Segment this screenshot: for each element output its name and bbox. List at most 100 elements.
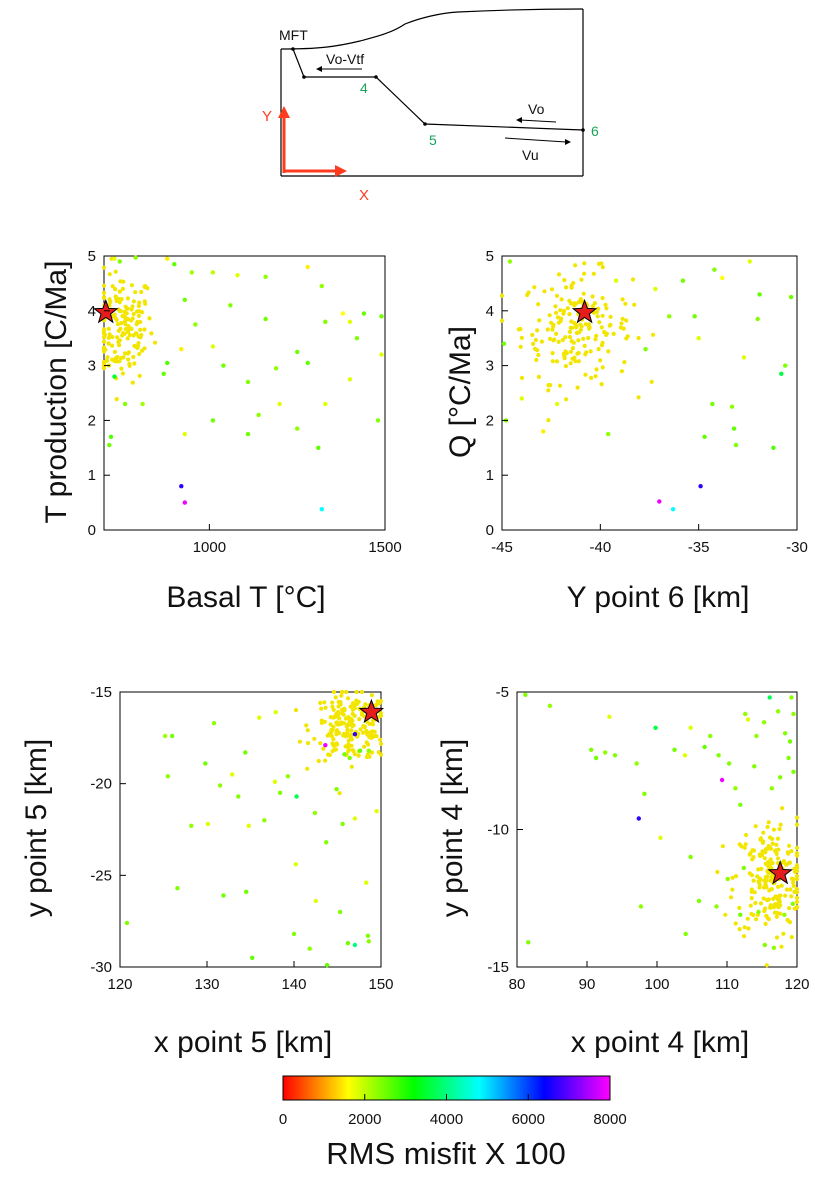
data-point xyxy=(692,314,697,319)
cloud-point xyxy=(349,764,354,769)
cloud-point xyxy=(138,327,143,332)
cloud-point xyxy=(539,339,545,344)
cloud-point xyxy=(594,367,599,372)
data-point xyxy=(170,733,175,739)
data-point xyxy=(179,347,184,352)
data-point xyxy=(743,711,748,717)
cloud-point xyxy=(763,921,768,927)
cloud-point xyxy=(581,291,586,296)
cloud-point xyxy=(122,319,127,324)
data-point xyxy=(210,418,216,423)
cloud-point xyxy=(117,300,122,305)
y-tick-label: 2 xyxy=(486,412,494,429)
data-point xyxy=(263,316,268,322)
data-point xyxy=(787,739,793,744)
x-tick-label: 130 xyxy=(194,976,219,993)
cloud-point xyxy=(114,397,119,402)
cloud-point xyxy=(548,383,553,388)
data-point xyxy=(554,401,560,407)
x-tick-label: 120 xyxy=(107,976,132,993)
cloud-point xyxy=(531,341,536,346)
data-point xyxy=(319,283,324,289)
data-point xyxy=(205,821,211,827)
cloud-point xyxy=(771,827,777,832)
cloud-point xyxy=(747,871,752,876)
cloud-point xyxy=(590,294,595,299)
cloud-point xyxy=(573,263,578,268)
cloud-point xyxy=(763,906,768,911)
cloud-point xyxy=(119,297,124,302)
cloud-point xyxy=(567,312,572,317)
x-axis-arrowhead xyxy=(335,165,347,177)
cloud-point xyxy=(590,304,596,309)
data-point xyxy=(638,904,644,909)
cloud-point xyxy=(365,732,370,737)
cloud-point xyxy=(563,335,568,340)
vo-vtf-arrowhead xyxy=(316,66,322,72)
data-point xyxy=(361,311,367,316)
data-point xyxy=(547,703,553,708)
cloud-point xyxy=(136,334,141,339)
data-point xyxy=(228,303,233,308)
cloud-point xyxy=(132,343,137,349)
data-point xyxy=(246,823,251,828)
cloud-point xyxy=(120,286,125,291)
cloud-point xyxy=(378,752,384,757)
data-point xyxy=(273,366,279,371)
data-point xyxy=(379,314,384,319)
cloud-point xyxy=(770,841,775,846)
cloud-point xyxy=(623,301,628,306)
cloud-point xyxy=(137,373,142,378)
cloud-point xyxy=(126,350,131,355)
tick-labels: -45 -40 -35 -30 0 1 2 3 4 5 xyxy=(486,248,808,556)
data-point xyxy=(696,336,701,341)
cloud-point xyxy=(115,335,120,340)
cloud-point xyxy=(332,743,337,748)
data-point xyxy=(291,931,297,937)
cloud-point xyxy=(136,303,141,309)
y-axis-title: y point 4 [km] xyxy=(436,739,469,917)
cloud-point xyxy=(340,689,345,695)
best-fit-star xyxy=(767,860,793,885)
cloud-point xyxy=(107,297,112,302)
data-point xyxy=(752,764,757,769)
data-point xyxy=(719,777,725,783)
cloud-point xyxy=(318,741,323,746)
data-point xyxy=(790,901,795,906)
cloud-point xyxy=(344,724,349,729)
cloud-point xyxy=(336,704,341,709)
cloud-point xyxy=(595,314,600,319)
data-point xyxy=(653,725,658,730)
cloud-point xyxy=(776,847,781,852)
data-point xyxy=(688,854,693,860)
cloud-point xyxy=(774,914,779,919)
cloud-point xyxy=(568,361,573,366)
y-tick-label: 3 xyxy=(486,358,494,375)
cloud-point xyxy=(328,722,333,727)
y-tick-label: -20 xyxy=(90,776,112,793)
point-5-label: 5 xyxy=(429,132,437,148)
cloud-point xyxy=(534,357,539,363)
cloud-point xyxy=(130,304,135,309)
cloud-point xyxy=(131,311,136,317)
data-point xyxy=(323,401,328,407)
cloud-point xyxy=(581,336,586,341)
cloud-point xyxy=(536,302,541,307)
cloud-point xyxy=(742,934,747,939)
data-point xyxy=(340,311,346,316)
cloud-point xyxy=(546,418,551,423)
y-axis-title: y point 5 [km] xyxy=(20,739,53,917)
cloud-point xyxy=(129,283,134,288)
vo-vtf-label: Vo-Vtf xyxy=(326,51,364,67)
cloud-point xyxy=(336,722,341,727)
cloud-point xyxy=(772,848,778,854)
x-tick-label: 100 xyxy=(644,976,669,993)
cloud-point xyxy=(359,689,364,695)
data-point xyxy=(230,772,235,777)
x-axis-title: x point 4 [km] xyxy=(571,1026,749,1059)
cloud-point xyxy=(562,308,567,314)
plot-area xyxy=(119,689,385,968)
cloud-point xyxy=(733,921,738,926)
data-point xyxy=(775,709,781,714)
cloud-point xyxy=(608,322,613,327)
